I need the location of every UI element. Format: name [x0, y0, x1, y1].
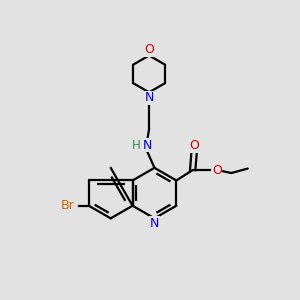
Text: N: N [150, 217, 159, 230]
Text: Br: Br [61, 199, 74, 212]
Text: O: O [144, 43, 154, 56]
Text: N: N [145, 91, 154, 104]
Text: O: O [189, 139, 199, 152]
Text: O: O [212, 164, 222, 177]
Text: N: N [143, 139, 153, 152]
Text: H: H [132, 139, 141, 152]
